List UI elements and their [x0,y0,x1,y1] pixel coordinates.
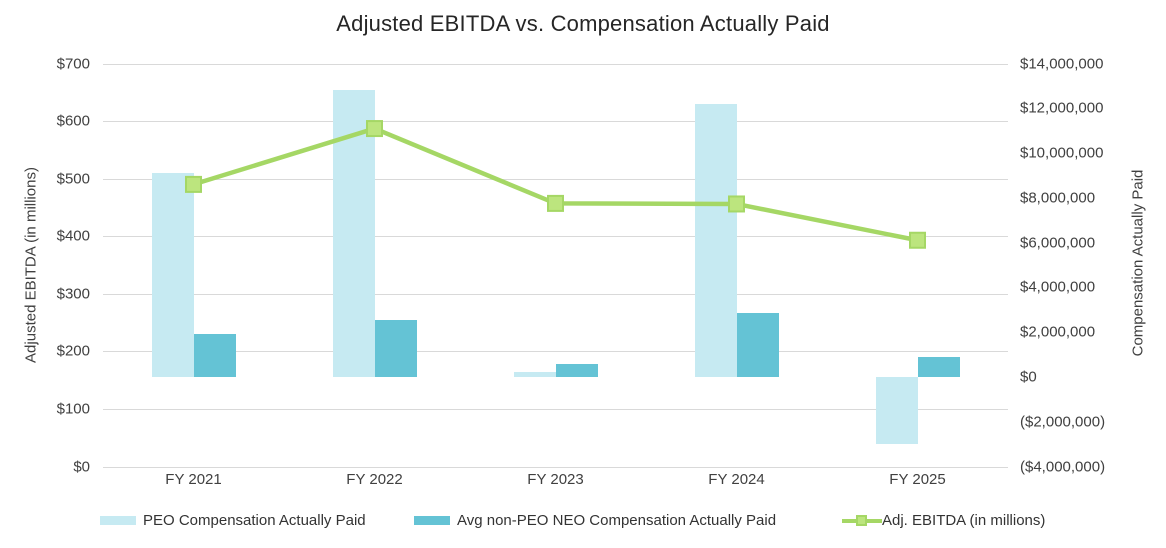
left-axis-tick-label: $0 [73,458,90,475]
gridline [103,63,1008,65]
gridline [103,293,1008,295]
left-axis-tick-label: $400 [56,227,90,245]
legend-label-neo-cap: Avg non-PEO NEO Compensation Actually Pa… [457,511,777,529]
gridline [103,236,1008,238]
gridline [103,351,1008,353]
bar-neo-cap [374,319,417,377]
bar-peo-cap [513,372,556,377]
bar-peo-cap [694,103,737,377]
right-axis-tick-label: ($4,000,000) [1020,458,1106,475]
gridline [103,178,1008,180]
right-axis-title: Compensation Actually Paid [1129,169,1147,357]
left-axis-tick-label: $200 [56,342,90,360]
right-axis-tick-label: $12,000,000 [1020,99,1104,117]
right-axis-tick-label: $6,000,000 [1020,234,1096,252]
bar-neo-cap [193,334,236,377]
bar-neo-cap [555,363,598,377]
x-axis-label: FY 2024 [708,471,765,488]
bar-neo-cap [736,313,779,377]
right-axis-tick-label: $4,000,000 [1020,278,1096,296]
bar-peo-cap [151,173,194,377]
bar-neo-cap [917,356,960,377]
legend: PEO Compensation Actually Paid Avg non-P… [0,510,1166,534]
left-axis-tick-label: $600 [56,112,90,130]
left-axis-tick-label: $100 [56,400,90,418]
adj-ebitda-marker [547,194,564,212]
left-axis-tick-label: $300 [56,285,90,303]
left-axis-tick-label: $700 [56,55,90,72]
bar-peo-cap [875,376,918,445]
legend-label-peo-cap: PEO Compensation Actually Paid [143,511,366,529]
right-axis-tick-label: $2,000,000 [1020,323,1096,341]
bar-peo-cap [332,90,375,377]
right-axis-tick-label: ($2,000,000) [1020,413,1106,431]
x-axis-label: FY 2021 [165,471,222,488]
neo-cap-swatch [414,515,450,525]
adj-ebitda-swatch [842,514,882,527]
adj-ebitda-marker [909,231,926,249]
peo-cap-swatch [100,515,136,525]
x-axis-label: FY 2023 [527,471,584,488]
adj-ebitda-line [192,126,918,243]
left-axis-tick-label: $500 [56,170,90,188]
gridline [103,408,1008,410]
left-axis-title: Adjusted EBITDA (in millions) [22,167,40,363]
legend-item-adj-ebitda: Adj. EBITDA (in millions) [842,510,1045,530]
legend-item-peo-cap: PEO Compensation Actually Paid [100,510,366,530]
gridline [103,466,1008,468]
right-axis-tick-label: $8,000,000 [1020,189,1096,207]
chart-title: Adjusted EBITDA vs. Compensation Actuall… [336,11,830,36]
right-axis-tick-label: $10,000,000 [1020,144,1104,162]
right-axis-tick-label: $14,000,000 [1020,55,1104,72]
gridline [103,121,1008,123]
legend-label-adj-ebitda: Adj. EBITDA (in millions) [882,511,1046,529]
x-axis-label: FY 2025 [889,471,946,488]
right-axis-tick-label: $0 [1020,368,1037,386]
x-axis-label: FY 2022 [346,471,403,488]
legend-item-neo-cap: Avg non-PEO NEO Compensation Actually Pa… [414,510,776,530]
